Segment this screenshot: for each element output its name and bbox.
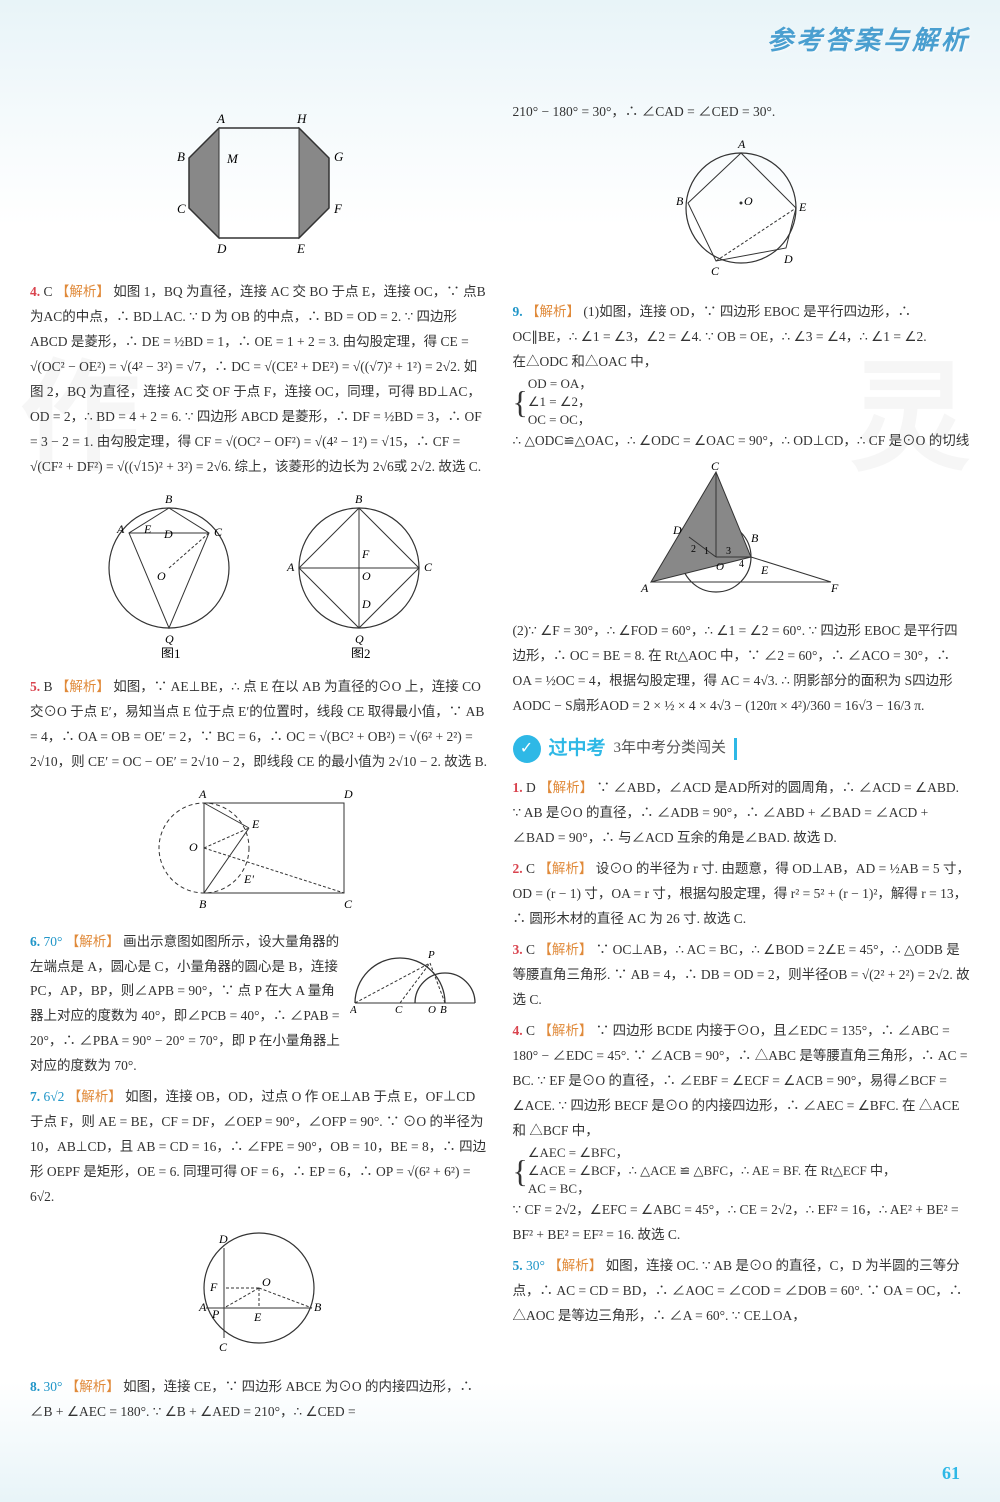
svg-text:O: O	[362, 569, 371, 583]
svg-text:4: 4	[739, 559, 744, 570]
svg-text:G: G	[334, 149, 344, 164]
svg-text:Q: Q	[165, 632, 174, 646]
right-column: 210° − 180° = 30°，∴ ∠CAD = ∠CED = 30°. A…	[513, 100, 971, 1431]
svg-text:E': E'	[243, 872, 254, 886]
svg-text:A: A	[198, 1300, 207, 1314]
svg-text:M: M	[226, 151, 239, 166]
svg-text:H: H	[296, 111, 307, 126]
q9b-right: (2)∵ ∠F = 30°，∴ ∠FOD = 60°，∴ ∠1 = ∠2 = 6…	[513, 619, 971, 719]
svg-text:D: D	[163, 527, 173, 541]
svg-text:C: C	[711, 462, 720, 473]
diagram-octagon: A H B G M C F D E	[30, 108, 488, 272]
svg-text:D: D	[218, 1232, 228, 1246]
diagram-q5: A D E O E' B C	[30, 783, 488, 922]
svg-text:C: C	[177, 201, 186, 216]
q6-left: 6. 70° 【解析】 画出示意图如图所示，设大量角器的左端点是 A，圆心是 C…	[30, 930, 348, 1080]
svg-text:B: B	[177, 149, 185, 164]
svg-text:A: A	[640, 581, 649, 595]
svg-text:O: O	[157, 569, 166, 583]
svg-text:B: B	[751, 531, 759, 545]
svg-text:C: C	[214, 525, 223, 539]
svg-text:C: C	[344, 897, 353, 911]
q8-cont: 210° − 180° = 30°，∴ ∠CAD = ∠CED = 30°.	[513, 100, 971, 125]
svg-text:B: B	[355, 492, 363, 506]
svg-text:O: O	[262, 1275, 271, 1289]
q5-right: 5. 30° 【解析】 如图，连接 OC. ∵ AB 是⊙O 的直径，C，D 为…	[513, 1254, 971, 1329]
svg-text:C: C	[424, 560, 433, 574]
svg-text:3: 3	[726, 546, 731, 557]
svg-text:B: B	[199, 897, 207, 911]
diagram-q7: D F O A P E B C	[30, 1218, 488, 1367]
svg-text:E: E	[251, 817, 260, 831]
svg-text:A: A	[216, 111, 225, 126]
check-icon: ✓	[513, 735, 541, 763]
svg-text:B: B	[314, 1300, 322, 1314]
svg-text:F: F	[830, 581, 839, 595]
q3-right: 3. C 【解析】 ∵ OC⊥AB，∴ AC = BC，∴ ∠BOD = 2∠E…	[513, 938, 971, 1013]
page-number: 61	[942, 1463, 960, 1484]
diagram-q9: C D B 2 1 3 4 O A E F	[513, 462, 971, 611]
page-header: 参考答案与解析	[30, 20, 970, 80]
svg-text:O: O	[189, 840, 198, 854]
q4-left: 4. C 【解析】 如图 1，BQ 为直径，连接 AC 交 BO 于点 E，连接…	[30, 280, 488, 480]
banner-bar	[734, 738, 737, 760]
svg-text:图1: 图1	[161, 646, 181, 658]
svg-text:A: A	[286, 560, 295, 574]
svg-text:O: O	[744, 194, 753, 208]
svg-text:P: P	[211, 1307, 220, 1321]
svg-text:O: O	[716, 561, 724, 573]
svg-text:E: E	[798, 200, 807, 214]
brace-icon: {	[513, 1163, 528, 1179]
svg-text:P: P	[427, 949, 435, 961]
diagram-fig12: B A C E D O Q 图1 B A C	[30, 488, 488, 667]
svg-text:B: B	[165, 492, 173, 506]
svg-text:1: 1	[704, 546, 709, 557]
svg-text:D: D	[216, 241, 227, 256]
diagram-circle-abcde: A B O E C D	[513, 133, 971, 292]
svg-text:E: E	[253, 1310, 262, 1324]
svg-text:B: B	[676, 194, 684, 208]
banner-title: 过中考	[549, 731, 606, 766]
svg-text:F: F	[209, 1280, 218, 1294]
svg-text:D: D	[672, 523, 682, 537]
svg-text:C: C	[395, 1004, 403, 1013]
svg-text:E: E	[296, 241, 305, 256]
diagram-q6: A C O B P	[348, 938, 488, 1022]
svg-text:A: A	[198, 787, 207, 801]
q8-left: 8. 30° 【解析】 如图，连接 CE，∵ 四边形 ABCE 为⊙O 的内接四…	[30, 1375, 488, 1425]
svg-text:F: F	[361, 547, 370, 561]
svg-text:C: C	[711, 264, 720, 278]
svg-text:C: C	[219, 1340, 228, 1354]
svg-text:F: F	[333, 201, 343, 216]
svg-text:Q: Q	[355, 632, 364, 646]
svg-text:B: B	[440, 1004, 447, 1013]
svg-text:D: D	[343, 787, 353, 801]
left-column: A H B G M C F D E 4. C 【解析】 如图 1，BQ 为直径，…	[30, 100, 488, 1431]
svg-text:E: E	[760, 563, 769, 577]
q9-right: 9. 【解析】 (1)如图，连接 OD，∵ 四边形 EBOC 是平行四边形，∴ …	[513, 300, 971, 454]
q1-right: 1. D 【解析】 ∵ ∠ABD，∠ACD 是AD所对的圆周角，∴ ∠ACD =…	[513, 776, 971, 851]
svg-text:O: O	[428, 1004, 436, 1013]
q2-right: 2. C 【解析】 设⊙O 的半径为 r 寸. 由题意，得 OD⊥AB，AD =…	[513, 857, 971, 932]
svg-text:2: 2	[691, 544, 696, 555]
header-title: 参考答案与解析	[767, 26, 970, 55]
q5-left: 5. B 【解析】 如图，∵ AE⊥BE，∴ 点 E 在以 AB 为直径的⊙O …	[30, 675, 488, 775]
section-banner: ✓ 过中考 3年中考分类闯关	[513, 731, 971, 766]
svg-text:D: D	[361, 597, 371, 611]
q4-right: 4. C 【解析】 ∵ 四边形 BCDE 内接于⊙O，且∠EDC = 135°，…	[513, 1019, 971, 1248]
svg-text:图2: 图2	[351, 646, 371, 658]
svg-text:A: A	[350, 1004, 357, 1013]
svg-text:E: E	[143, 522, 152, 536]
brace-icon: {	[513, 394, 528, 410]
q7-left: 7. 6√2 【解析】 如图，连接 OB，OD，过点 O 作 OE⊥AB 于点 …	[30, 1085, 488, 1210]
svg-text:D: D	[783, 252, 793, 266]
svg-text:A: A	[116, 522, 125, 536]
banner-sub: 3年中考分类闯关	[614, 735, 727, 763]
svg-text:A: A	[737, 137, 746, 151]
